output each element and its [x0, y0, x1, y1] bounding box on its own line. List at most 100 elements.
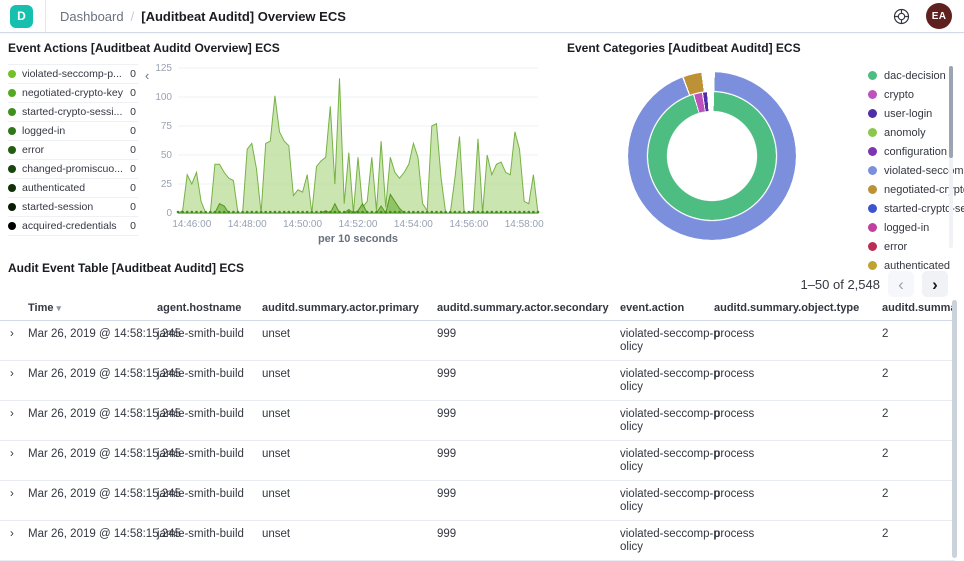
row-expand-icon[interactable]: ›	[10, 488, 14, 500]
cell-actor-secondary: 999	[437, 408, 457, 420]
legend-label: started-crypto-se...	[884, 202, 964, 215]
legend-label: error	[22, 144, 45, 156]
svg-text:125: 125	[155, 63, 172, 74]
event-categories-legend: dac-decision crypto user-login anomoly c…	[868, 66, 964, 275]
svg-text:14:50:00: 14:50:00	[283, 219, 322, 230]
legend-color-dot	[8, 146, 16, 154]
legend-item[interactable]: acquired-credentials 0	[8, 217, 138, 236]
app-logo[interactable]: D	[10, 4, 33, 28]
legend-item[interactable]: configuration	[868, 142, 948, 161]
cell-agent-hostname: jamie-smith-build	[157, 488, 244, 500]
cell-actor-primary: unset	[262, 328, 291, 340]
legend-item[interactable]: negotiated-crypto-key 0	[8, 84, 138, 103]
column-header-auditd-summary-actor-primary[interactable]: auditd.summary.actor.primary	[262, 302, 419, 314]
column-header-auditd-summary-actor-secondary[interactable]: auditd.summary.actor.secondary	[437, 302, 609, 314]
cell-event-action: violated-seccomp-policy	[620, 408, 720, 433]
legend-item[interactable]: violated-seccomp-p... 0	[8, 65, 138, 84]
legend-item[interactable]: negotiated-crypto...	[868, 180, 964, 199]
legend-color-dot	[868, 204, 877, 213]
legend-item[interactable]: logged-in 0	[8, 122, 138, 141]
legend-item[interactable]: error 0	[8, 141, 138, 160]
column-header-agent-hostname[interactable]: agent.hostname	[157, 302, 242, 314]
row-expand-icon[interactable]: ›	[10, 368, 14, 380]
legend-item[interactable]: started-crypto-sessi... 0	[8, 103, 138, 122]
legend-label: changed-promiscuo...	[22, 163, 123, 175]
event-actions-panel-title: Event Actions [Auditbeat Auditd Overview…	[8, 41, 280, 55]
legend-label: violated-seccomp...	[884, 164, 964, 177]
row-expand-icon[interactable]: ›	[10, 408, 14, 420]
legend-collapse-icon[interactable]: ‹	[145, 68, 150, 83]
top-navigation-bar: D Dashboard / [Auditbeat Auditd] Overvie…	[0, 0, 964, 33]
cell-agent-hostname: jamie-smith-build	[157, 408, 244, 420]
legend-label: dac-decision	[884, 69, 946, 82]
legend-item[interactable]: started-crypto-se...	[868, 199, 964, 218]
legend-color-dot	[868, 242, 877, 251]
column-header-time[interactable]: Time ▾	[28, 302, 62, 314]
legend-item[interactable]: authenticated 0	[8, 179, 138, 198]
svg-text:14:56:00: 14:56:00	[449, 219, 488, 230]
legend-item[interactable]: logged-in	[868, 218, 948, 237]
legend-color-dot	[8, 70, 16, 78]
row-expand-icon[interactable]: ›	[10, 448, 14, 460]
svg-text:14:48:00: 14:48:00	[228, 219, 267, 230]
legend-item[interactable]: changed-promiscuo... 0	[8, 160, 138, 179]
legend-color-dot	[8, 127, 16, 135]
cell-event-action: violated-seccomp-policy	[620, 368, 720, 393]
table-body: › Mar 26, 2019 @ 14:58:15.245 jamie-smith-…	[0, 321, 955, 561]
legend-color-dot	[8, 184, 16, 192]
user-avatar[interactable]: EA	[926, 3, 952, 29]
pagination-prev-button[interactable]: ‹	[888, 271, 914, 297]
table-scrollbar-thumb[interactable]	[952, 300, 957, 558]
table-row: › Mar 26, 2019 @ 14:58:15.245 jamie-smith-…	[0, 521, 955, 561]
table-pagination: 1–50 of 2,548 ‹ ›	[800, 271, 948, 297]
column-header-event-action[interactable]: event.action	[620, 302, 685, 314]
table-row: › Mar 26, 2019 @ 14:58:15.245 jamie-smith-…	[0, 321, 955, 361]
row-expand-icon[interactable]: ›	[10, 328, 14, 340]
legend-item[interactable]: user-login	[868, 104, 948, 123]
sort-caret-icon: ▾	[56, 303, 62, 313]
cell-actor-primary: unset	[262, 448, 291, 460]
legend-item[interactable]: violated-seccomp...	[868, 161, 964, 180]
pagination-range-label: 1–50 of 2,548	[800, 276, 880, 292]
legend-item[interactable]: authenticated	[868, 256, 950, 275]
cell-object-type: process	[714, 488, 755, 500]
column-header-auditd-summary-object-type[interactable]: auditd.summary.object.type	[714, 302, 860, 314]
svg-text:14:58:00: 14:58:00	[505, 219, 544, 230]
legend-color-dot	[868, 223, 877, 232]
cell-summary: 2	[882, 368, 889, 380]
legend-value: 0	[130, 182, 136, 194]
cell-time: Mar 26, 2019 @ 14:58:15.245	[28, 528, 181, 540]
legend-label: logged-in	[884, 221, 930, 234]
cell-actor-primary: unset	[262, 368, 291, 380]
cell-time: Mar 26, 2019 @ 14:58:15.245	[28, 488, 181, 500]
cell-agent-hostname: jamie-smith-build	[157, 368, 244, 380]
legend-scrollbar-thumb[interactable]	[949, 66, 953, 158]
column-header-auditd-summary[interactable]: auditd.summary	[882, 302, 955, 314]
cell-object-type: process	[714, 408, 755, 420]
legend-color-dot	[8, 89, 16, 97]
legend-value: 0	[130, 144, 136, 156]
row-expand-icon[interactable]: ›	[10, 528, 14, 540]
cell-summary: 2	[882, 528, 889, 540]
legend-item[interactable]: error	[868, 237, 948, 256]
legend-label: negotiated-crypto-key	[22, 87, 123, 99]
legend-item[interactable]: dac-decision	[868, 66, 948, 85]
donut-inner-ring[interactable]	[648, 92, 776, 220]
page-title: [Auditbeat Auditd] Overview ECS	[141, 8, 346, 24]
breadcrumb-dashboard-link[interactable]: Dashboard	[60, 8, 124, 24]
pagination-next-button[interactable]: ›	[922, 271, 948, 297]
svg-text:14:46:00: 14:46:00	[172, 219, 211, 230]
event-actions-area-chart[interactable]: 0 25 50 75 100 125 14:46:00 14:48:00 14:50:00 14:…	[150, 60, 555, 250]
legend-item[interactable]: crypto	[868, 85, 948, 104]
legend-label: logged-in	[22, 125, 66, 137]
cell-actor-secondary: 999	[437, 528, 457, 540]
help-globe-icon[interactable]	[893, 8, 910, 25]
cell-actor-primary: unset	[262, 488, 291, 500]
legend-color-dot	[868, 128, 877, 137]
legend-item[interactable]: started-session 0	[8, 198, 138, 217]
legend-item[interactable]: anomoly	[868, 123, 948, 142]
cell-time: Mar 26, 2019 @ 14:58:15.245	[28, 368, 181, 380]
legend-label: violated-seccomp-p...	[22, 68, 122, 80]
legend-value: 0	[130, 163, 136, 175]
svg-text:50: 50	[161, 150, 173, 161]
